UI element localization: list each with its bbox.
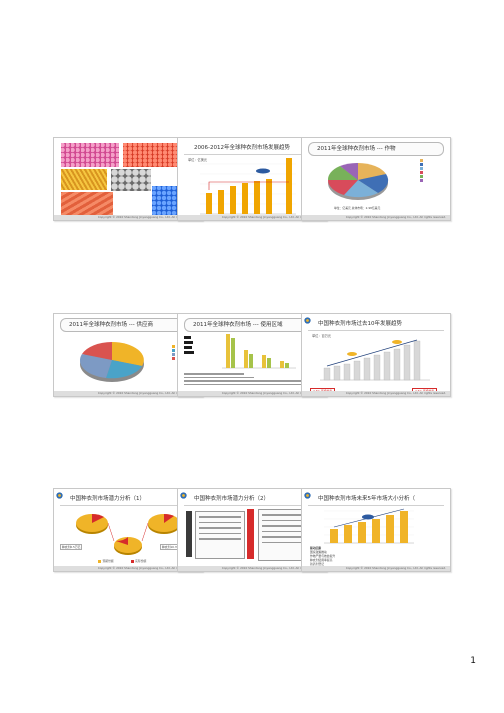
driver-item: 新药剂登记 (310, 562, 324, 566)
slide-title: 2011年全球种衣剂市场 --- 作物 (308, 142, 444, 156)
pie-legend (420, 158, 425, 182)
region-notes (184, 371, 322, 387)
pie-legend: 预期份额 实际份额 (98, 559, 146, 563)
bar-chart (320, 339, 430, 381)
driver-item: 种衣剂使用率提高 (310, 558, 333, 562)
market-note: 单位：亿美元 总体市场：2.98亿美元 (334, 206, 381, 210)
slide-footer: Copyright © 2010 Shandong Jinyangguang C… (178, 566, 326, 571)
bar-chart (324, 508, 414, 544)
pie-chart (79, 342, 144, 382)
slide-footer: Copyright © 2010 Shandong Jinyangguang C… (178, 215, 326, 220)
pie-chart (327, 162, 389, 200)
seed-photo-orange (61, 192, 113, 215)
company-logo (56, 492, 63, 499)
slide-global-crop: 2011年全球种衣剂市场 --- 作物 单位：亿美元 总体市场：2.98亿美元 … (301, 137, 451, 221)
slide-title: 2011年全球种衣剂市场 --- 供应商 (60, 318, 196, 332)
slide-footer: Copyright © 2010 Shandong Jinyangguang C… (54, 566, 202, 571)
unit-label: 单位：百万元 (312, 334, 332, 338)
legend-item: 预期份额 (102, 559, 114, 563)
company-logo (304, 492, 311, 499)
slide-footer: Copyright © 2010 Shandong Jinyangguang C… (302, 566, 450, 571)
region-list (184, 334, 212, 356)
slide-title: 2011年全球种衣剂市场 --- 使用区域 (184, 318, 320, 332)
company-logo (180, 492, 187, 499)
unit-label: 单位：亿美元 (188, 158, 208, 162)
seed-photo-grey (111, 169, 151, 191)
slide-footer: Copyright © 2010 Shandong Jinyangguang C… (302, 215, 450, 220)
seed-photo-pink (61, 143, 119, 167)
drivers-title: 驱动因素 (310, 546, 322, 550)
slide-title: 2006-2012年全球种衣剂市场发展趋势 (184, 142, 320, 155)
slide-china-forecast: 中国种衣剂市场未来5年市场大小分析（ 驱动因素 国家政策推动 作物产量与效益提升… (301, 488, 451, 572)
slide-china-trend: 中国种衣剂市场过去10年发展趋势 单位：百万元 2.3% 年增长率 4.5% 年… (301, 313, 451, 397)
info-box-left (195, 511, 245, 559)
driver-item: 国家政策推动 (310, 550, 327, 554)
slide-title: 中国种衣剂市场潜力分析（1） (60, 493, 196, 506)
slide-footer: Copyright © 2010 Shandong Jinyangguang C… (178, 391, 326, 396)
bar-chart (200, 158, 296, 215)
drivers-panel: 驱动因素 国家政策推动 作物产量与效益提升 种衣剂使用率提高 新药剂登记 (310, 546, 335, 566)
page-number: 1 (470, 656, 476, 666)
company-logo (304, 317, 311, 324)
slide-title: 中国种衣剂市场未来5年市场大小分析（ (308, 493, 444, 506)
slide-title: 中国种衣剂市场过去10年发展趋势 (308, 318, 444, 331)
seed-photo-yellow (61, 169, 107, 190)
slide-footer: Copyright © 2010 Shandong Jinyangguang C… (302, 391, 450, 396)
legend-item: 实际份额 (135, 559, 147, 563)
side-band-right (247, 509, 254, 559)
slide-title: 中国种衣剂市场潜力分析（2） (184, 493, 320, 506)
region-bar-chart (222, 334, 296, 369)
driver-item: 作物产量与效益提升 (310, 554, 336, 558)
side-band-left (186, 511, 192, 557)
slide-footer: Copyright © 2010 Shandong Jinyangguang C… (54, 391, 202, 396)
pie-comparison (76, 513, 180, 555)
pie-legend (172, 344, 177, 360)
slide-footer: Copyright © 2010 Shandong Jinyangguang C… (54, 215, 202, 220)
left-box-label: 种衣剂0.5万亿 (60, 544, 83, 550)
